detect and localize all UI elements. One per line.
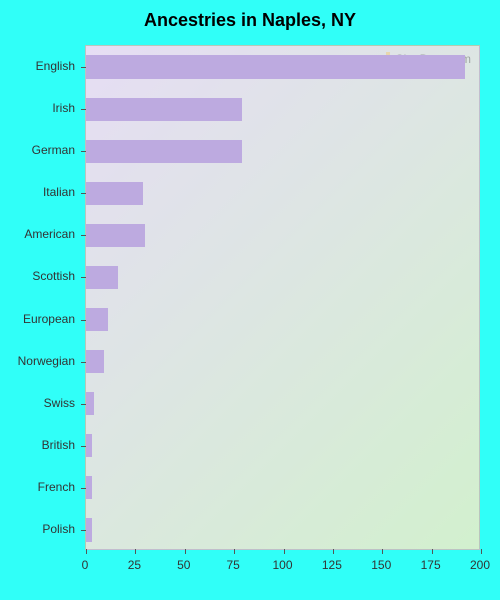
x-axis-label: 125	[322, 558, 342, 572]
x-axis-label: 0	[82, 558, 89, 572]
y-tick	[81, 67, 86, 68]
y-tick	[81, 404, 86, 405]
x-axis-label: 150	[371, 558, 391, 572]
bar-irish	[86, 98, 242, 121]
y-tick	[81, 446, 86, 447]
bar-american	[86, 224, 145, 247]
bar-german	[86, 140, 242, 163]
x-tick	[234, 549, 235, 554]
x-axis-label: 175	[421, 558, 441, 572]
bar-english	[86, 55, 465, 78]
y-axis-label: French	[0, 480, 75, 494]
x-tick	[382, 549, 383, 554]
bar-polish	[86, 518, 92, 541]
y-axis-label: European	[0, 312, 75, 326]
bar-european	[86, 308, 108, 331]
bar-british	[86, 434, 92, 457]
y-axis-label: Swiss	[0, 396, 75, 410]
x-tick	[284, 549, 285, 554]
page-background: Ancestries in Naples, NY City-Data.com E…	[0, 0, 500, 600]
x-axis-label: 50	[177, 558, 190, 572]
x-tick	[481, 549, 482, 554]
bar-french	[86, 476, 92, 499]
x-tick	[333, 549, 334, 554]
x-axis-label: 200	[470, 558, 490, 572]
y-axis-label: Italian	[0, 185, 75, 199]
y-tick	[81, 193, 86, 194]
y-tick	[81, 488, 86, 489]
y-tick	[81, 320, 86, 321]
y-tick	[81, 530, 86, 531]
y-tick	[81, 235, 86, 236]
y-axis-label: German	[0, 143, 75, 157]
y-axis-label: Scottish	[0, 269, 75, 283]
y-tick	[81, 151, 86, 152]
bar-scottish	[86, 266, 118, 289]
x-axis-label: 100	[272, 558, 292, 572]
y-axis-label: Irish	[0, 101, 75, 115]
x-tick	[185, 549, 186, 554]
y-axis-label: British	[0, 438, 75, 452]
x-axis-label: 75	[226, 558, 239, 572]
y-tick	[81, 277, 86, 278]
y-tick	[81, 109, 86, 110]
plot-area: City-Data.com	[85, 45, 480, 550]
y-axis-label: American	[0, 227, 75, 241]
y-tick	[81, 362, 86, 363]
x-axis-label: 25	[128, 558, 141, 572]
bar-norwegian	[86, 350, 104, 373]
y-axis-label: English	[0, 59, 75, 73]
y-axis-label: Norwegian	[0, 354, 75, 368]
bar-swiss	[86, 392, 94, 415]
bar-italian	[86, 182, 143, 205]
y-axis-label: Polish	[0, 522, 75, 536]
x-tick	[86, 549, 87, 554]
x-tick	[135, 549, 136, 554]
x-tick	[432, 549, 433, 554]
chart-title: Ancestries in Naples, NY	[0, 10, 500, 31]
